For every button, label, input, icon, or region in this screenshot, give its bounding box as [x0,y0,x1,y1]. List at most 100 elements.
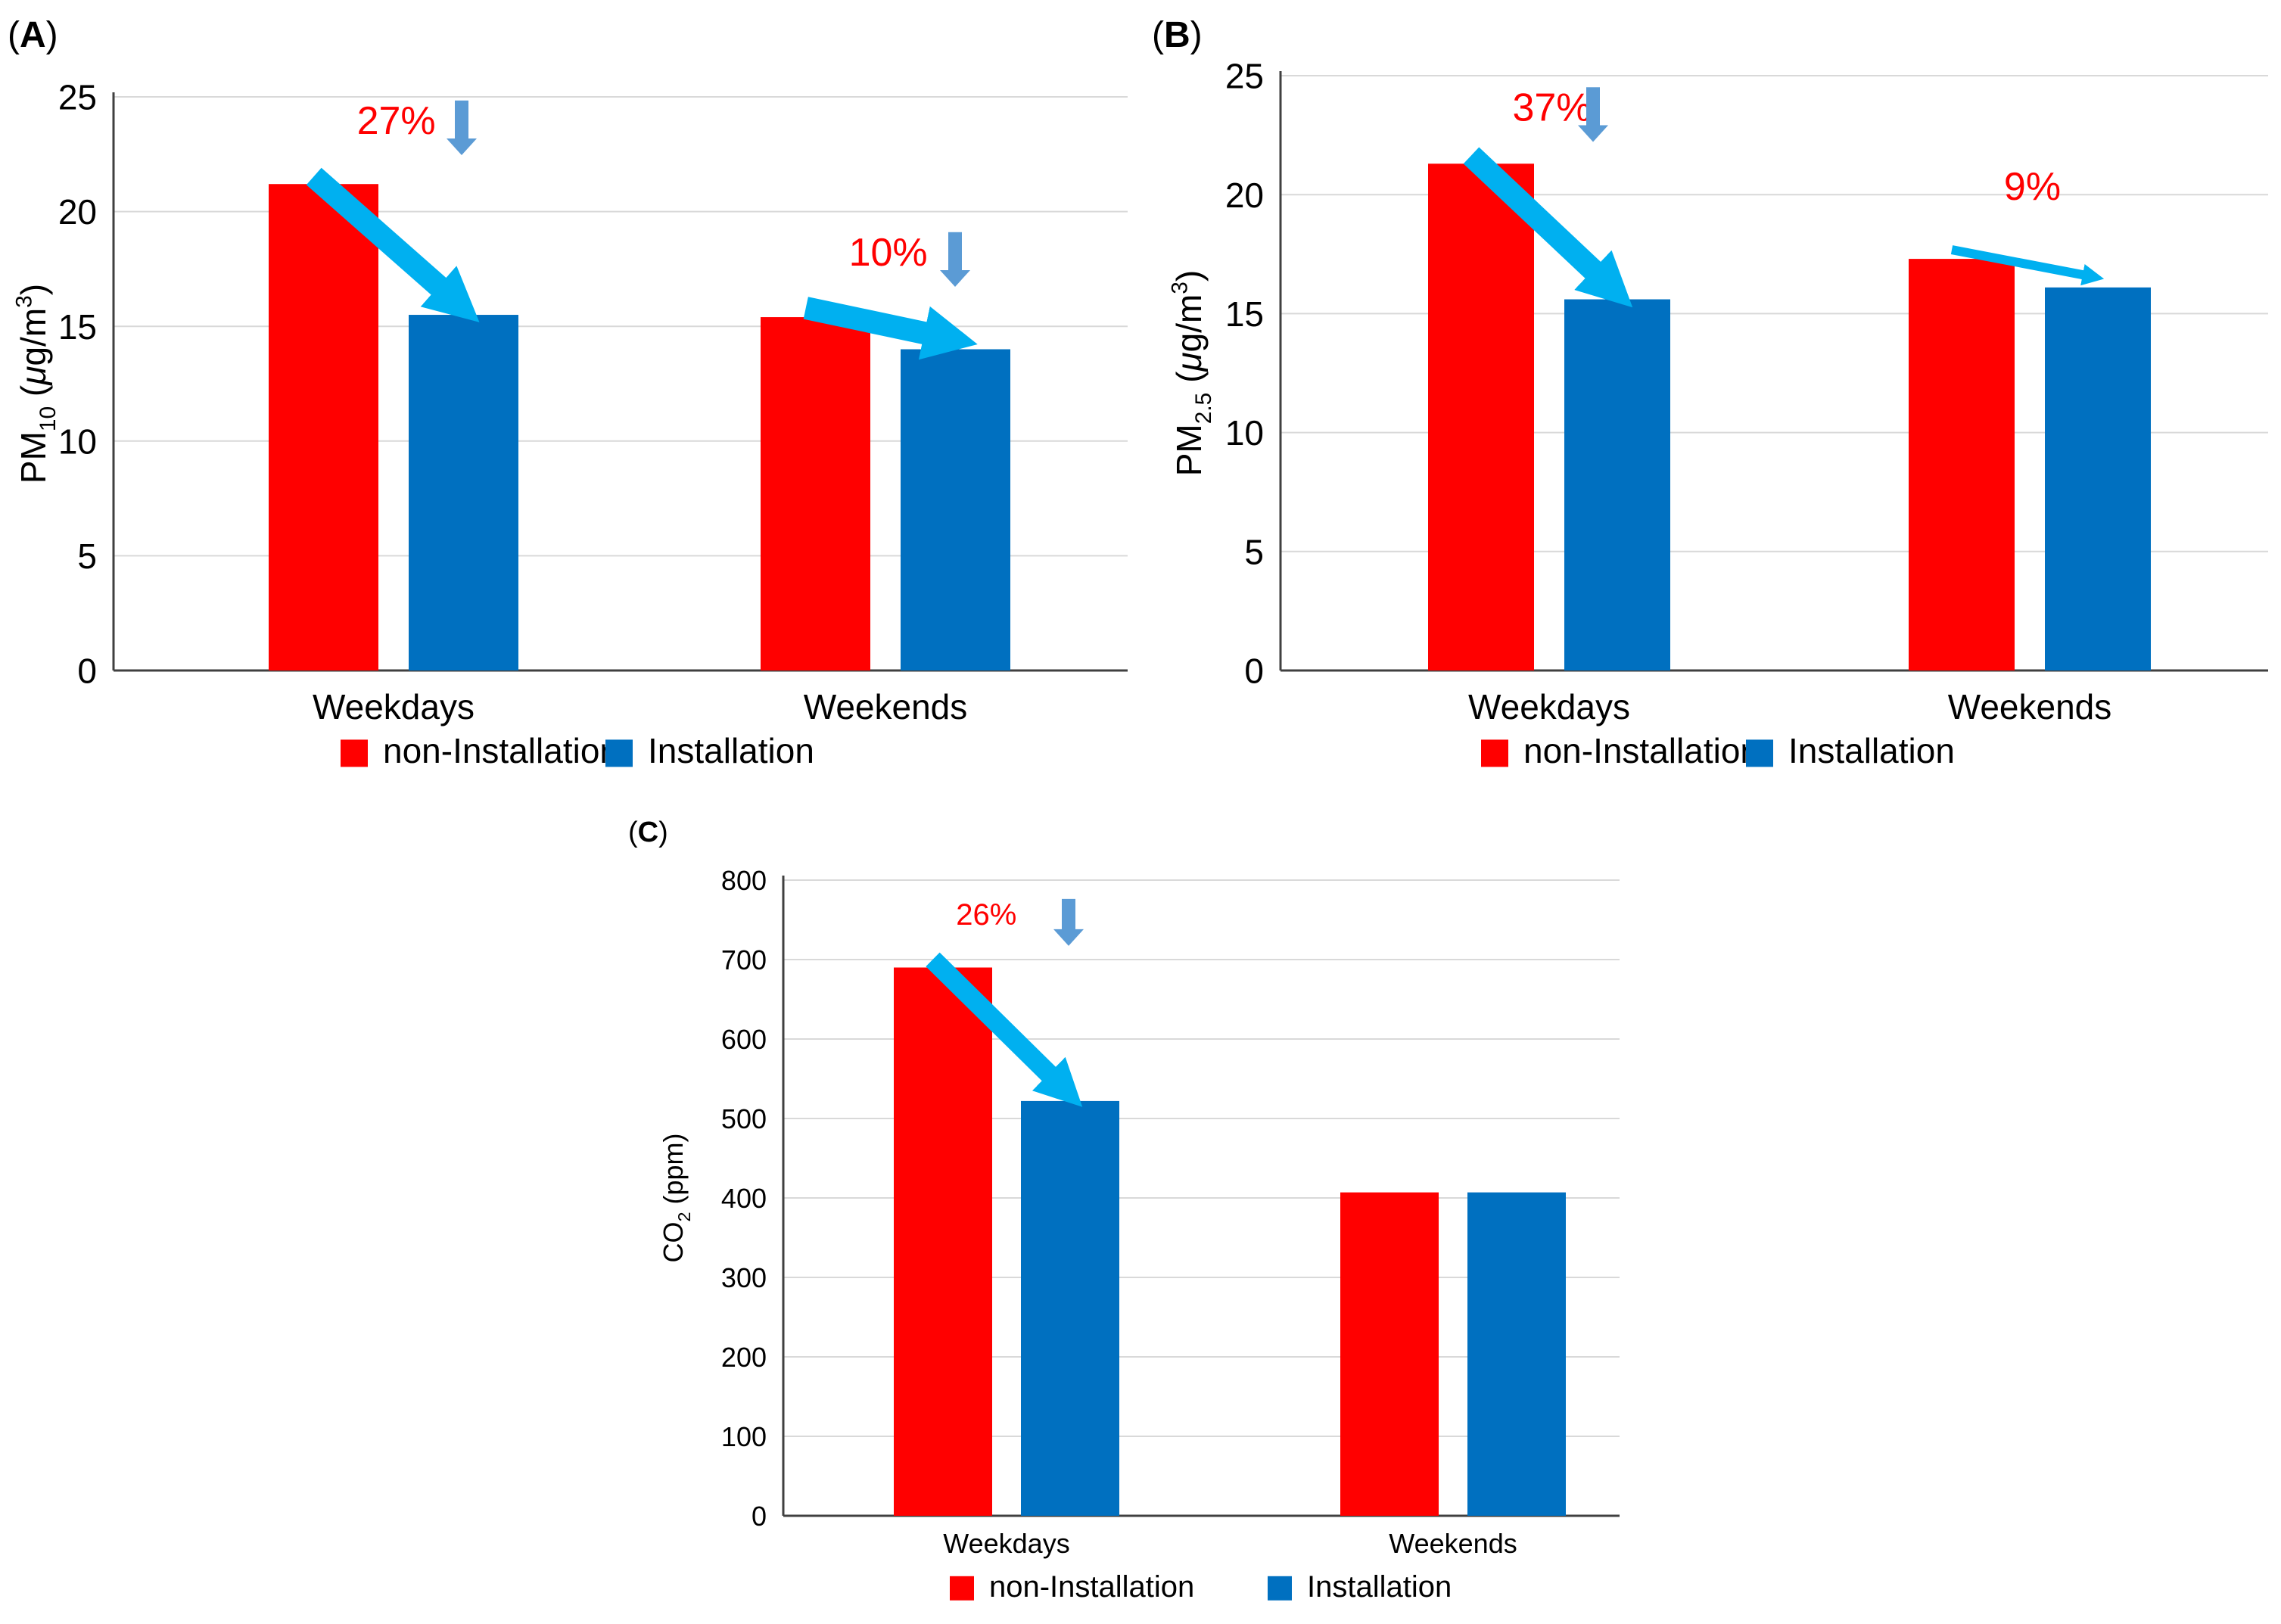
x-tick-label: Weekends [1389,1528,1517,1559]
y-axis-label-unit-post: ) [1169,270,1209,282]
y-tick-label: 15 [58,307,97,347]
y-tick-label: 0 [752,1501,767,1532]
y-tick-label: 300 [721,1262,767,1293]
y-axis-label-unit-post: ) [14,284,53,295]
panel-label-close: ) [1190,15,1203,55]
y-axis-label-unit-mid: g/m [14,308,53,366]
legend-swatch-non-installation [1481,739,1508,767]
reduction-percent: 10% [849,231,928,275]
y-tick-label: 10 [58,422,97,461]
y-tick-label: 100 [721,1421,767,1452]
y-tick-label: 700 [721,944,767,975]
y-tick-label: 600 [721,1024,767,1055]
reduction-percent: 26% [956,898,1016,932]
panel-label: (B) [1152,15,1203,55]
panel-label: (C) [628,817,668,848]
panel-b: (B) 0 5 10 15 20 25 PM2.5 (μg/m3) Weekdays Weeken… [1140,0,2281,802]
down-arrow-icon [940,232,970,287]
reduction-arrow [926,952,1083,1107]
legend-swatch-installation [605,739,633,767]
bar-non-installation-weekends [761,317,870,670]
y-axis-label-base: PM [14,431,53,484]
legend-label: non-Installation [1523,731,1760,770]
y-axis-label-mu: μ [1169,352,1209,372]
legend-swatch-installation [1746,739,1773,767]
y-axis-label: PM10 (μg/m3) [12,284,61,484]
bar-non-installation-weekdays [1428,163,1534,670]
reduction-arrow [1950,245,2105,286]
y-axis-label-base: CO [658,1222,689,1263]
y-axis-label-sub: 2 [674,1212,694,1222]
down-arrow-icon [1053,898,1084,946]
y-tick-label: 500 [721,1103,767,1134]
panel-label-letter: A [20,15,46,55]
down-arrow-icon [1578,87,1608,142]
y-tick-label: 5 [77,537,97,576]
chart-c: (C) 0 100 200 300 400 500 600 700 800 CO2 (ppm) Wee… [628,817,1620,1604]
y-axis-label-sub: 10 [36,406,61,431]
down-arrow-icon [447,100,477,156]
bar-installation-weekdays [1021,1100,1119,1516]
y-tick-label: 25 [1225,57,1264,96]
x-tick-label: Weekdays [1468,687,1630,726]
y-axis-label-unit: ( [14,384,53,406]
panel-label-open: ( [1152,15,1164,55]
bar-installation-weekends [2045,287,2151,670]
y-tick-label: 5 [1244,532,1264,571]
panel-label-open: ( [8,15,20,55]
bar-installation-weekdays [1564,299,1670,670]
legend-label: Installation [1307,1570,1452,1604]
y-axis-label-unit: (ppm) [658,1133,689,1212]
panel-label-letter: B [1164,15,1190,55]
legend-label: Installation [1788,731,1955,770]
y-tick-label: 25 [58,78,97,117]
bar-installation-weekdays [409,315,518,670]
bar-non-installation-weekends [1340,1192,1439,1516]
panel-label-open: ( [628,817,638,848]
y-tick-label: 20 [1225,176,1264,215]
y-axis-label-unit: ( [1169,371,1209,393]
reduction-arrow [1463,147,1633,308]
x-tick-label: Weekends [1948,687,2112,726]
y-tick-label: 200 [721,1342,767,1373]
reduction-percent: 27% [357,99,436,143]
y-tick-label: 15 [1225,294,1264,334]
y-axis-label-unit-mid: g/m [1169,294,1209,353]
y-tick-label: 800 [721,865,767,896]
y-tick-label: 0 [1244,652,1264,691]
bar-non-installation-weekdays [269,184,378,670]
panel-label-letter: C [638,817,658,848]
reduction-percent: 9% [2004,165,2061,209]
y-axis-label-sup: 3 [1168,282,1193,294]
y-tick-label: 0 [77,652,97,691]
panel-label-close: ) [658,817,668,848]
y-tick-label: 10 [1225,413,1264,453]
y-axis-label-mu: μ [14,366,53,386]
y-axis-label: PM2.5 (μg/m3) [1168,270,1216,477]
y-axis-label: CO2 (ppm) [658,1133,694,1262]
legend-label: non-Installation [989,1570,1194,1604]
reduction-percent: 37% [1512,86,1591,129]
x-tick-label: Weekends [804,687,968,726]
reduction-arrow [306,167,480,322]
y-axis-label-base: PM [1169,424,1209,476]
panel-c: (C) 0 100 200 300 400 500 600 700 800 CO2 (ppm) Wee… [605,810,1680,1624]
bar-non-installation-weekends [1909,259,2015,670]
bar-installation-weekends [1467,1192,1566,1516]
y-tick-label: 20 [58,192,97,232]
x-tick-label: Weekdays [313,687,475,726]
bar-non-installation-weekdays [894,967,992,1516]
legend-swatch-non-installation [341,739,368,767]
panel-a: (A) 0 5 10 15 20 25 PM10 (μg/m3) Weekdays Weekend… [0,0,1140,802]
reduction-arrow [803,297,978,360]
panel-label-close: ) [46,15,58,55]
y-axis-label-sup: 3 [12,295,37,308]
y-tick-label: 400 [721,1183,767,1214]
bar-installation-weekends [901,349,1010,670]
y-axis-label-sub: 2.5 [1191,393,1216,425]
legend-swatch-non-installation [950,1576,974,1601]
legend-label: non-Installation [383,731,619,770]
legend-swatch-installation [1268,1576,1292,1601]
